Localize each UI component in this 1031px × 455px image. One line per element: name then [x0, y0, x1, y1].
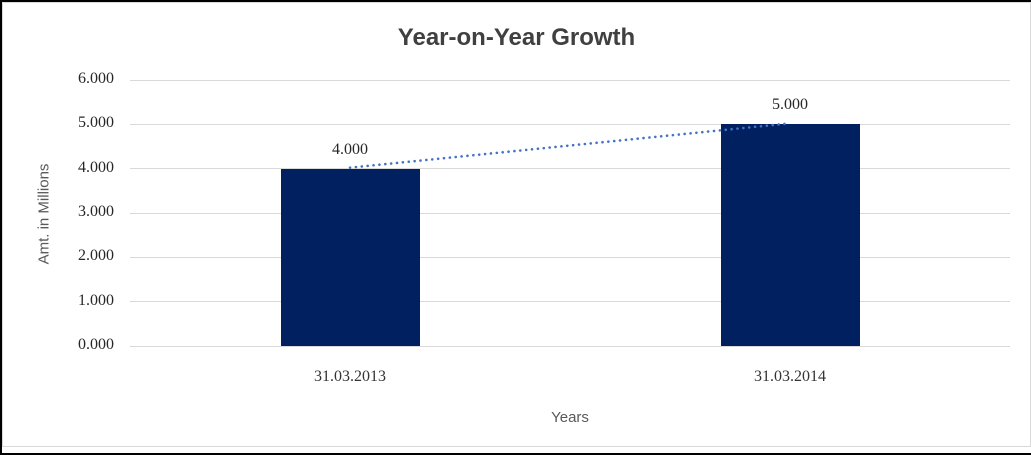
chart-title: Year-on-Year Growth [397, 24, 636, 51]
y-tick-label: 2.000 [78, 247, 114, 265]
category-label: 31.03.2013 [314, 368, 386, 385]
bar [280, 168, 420, 346]
data-label: 4.000 [332, 140, 368, 158]
gridline [130, 79, 1010, 81]
bar [720, 124, 860, 346]
y-tick-label: 3.000 [78, 203, 114, 220]
gridline [130, 301, 1010, 303]
y-tick-label: 0.000 [78, 336, 114, 353]
y-tick-label: 6.000 [78, 70, 114, 87]
data-label: 5.000 [772, 96, 808, 114]
category-label: 31.03.2014 [754, 368, 826, 385]
y-tick-label: 4.000 [78, 158, 114, 176]
gridline [130, 212, 1010, 214]
gridline [130, 168, 1010, 170]
y-tick-label: 1.000 [78, 291, 114, 309]
gridline [130, 256, 1010, 258]
gridline [130, 123, 1010, 125]
gridline [130, 345, 1010, 347]
x-axis-title: Years [551, 409, 589, 426]
y-tick-label: 5.000 [78, 114, 114, 132]
